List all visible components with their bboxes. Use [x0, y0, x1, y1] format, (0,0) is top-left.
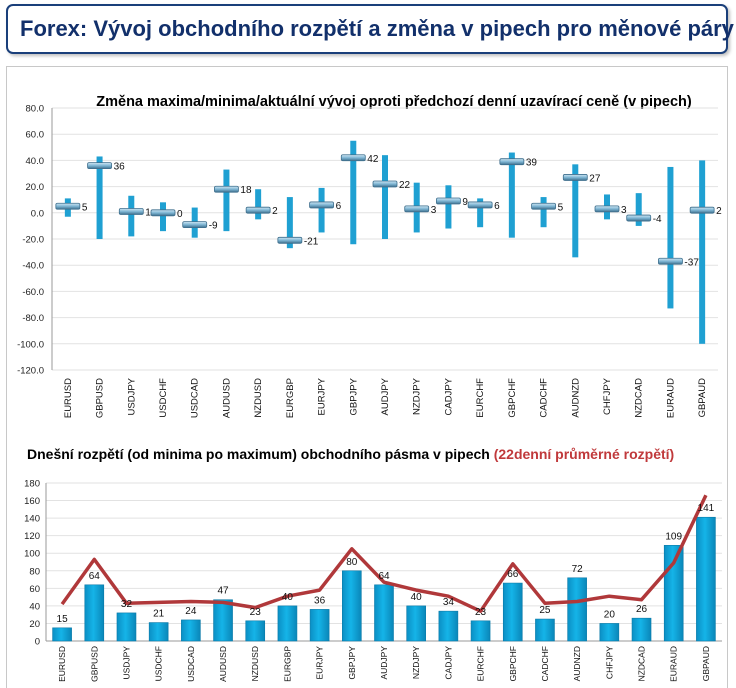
chart-panel: [6, 66, 728, 688]
header-banner: Forex: Vývoj obchodního rozpětí a změna …: [6, 4, 734, 54]
page-title: Forex: Vývoj obchodního rozpětí a změna …: [20, 16, 734, 41]
